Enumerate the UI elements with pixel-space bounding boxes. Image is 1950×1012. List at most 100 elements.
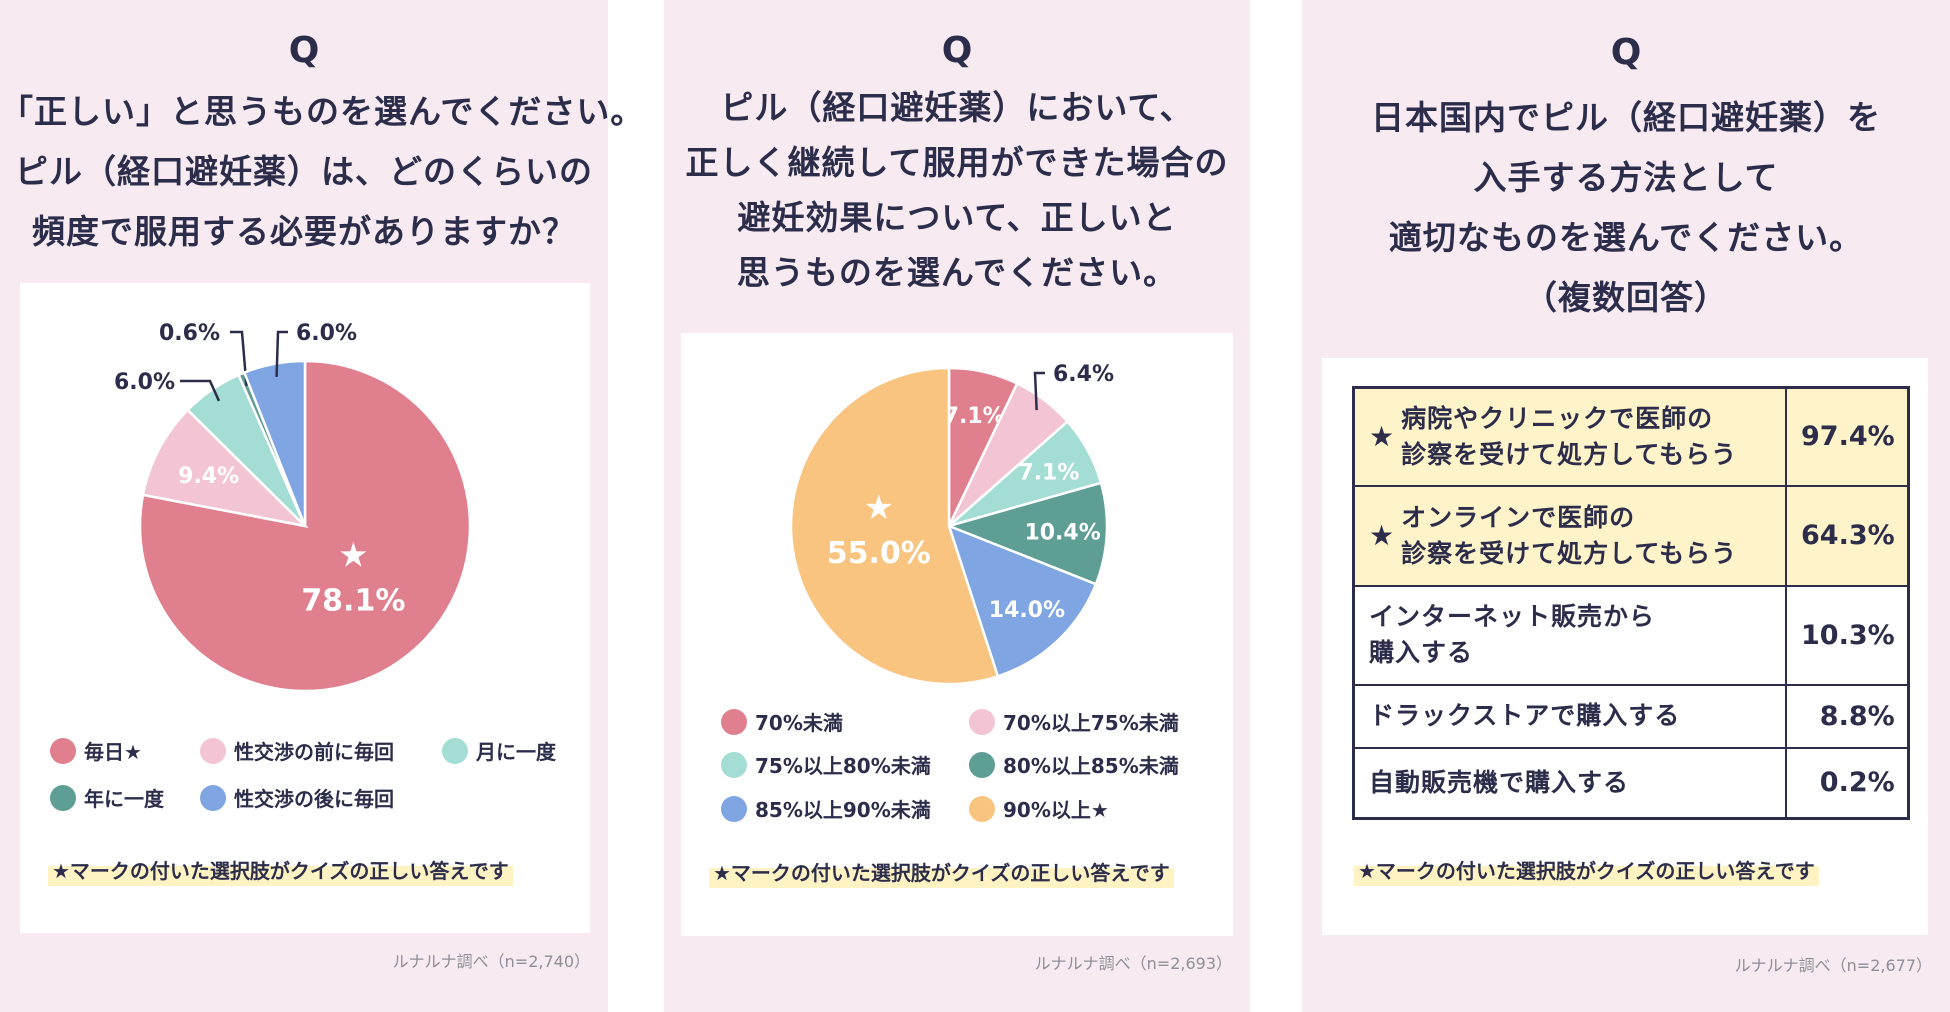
option-cell: ★ オンラインで医師の診察を受けて処方してもらう: [1352, 484, 1787, 587]
source-note: ルナルナ調べ（n=2,693）: [1034, 954, 1232, 973]
legend-swatch: [50, 784, 76, 811]
legend-item: 80%以上85%未満: [969, 750, 1179, 779]
pie-chart-effectiveness: 7.1% 6.4% 7.1% 10.4% 14.0% ★ 55.0%: [789, 362, 1114, 686]
legend-item: 85%以上90%未満: [721, 794, 931, 823]
percentage-cell: 8.8%: [1784, 683, 1910, 749]
slice-label: 55.0%: [827, 536, 931, 571]
table-row: ★ 病院やクリニックで医師の 診察を受けて処方してもらう 97.4%: [1352, 386, 1910, 487]
legend-label: 70%未満: [755, 711, 843, 735]
option-label: オンラインで医師の: [1401, 502, 1636, 532]
question-line: 「正しい」と思うものを選んでください。: [0, 92, 645, 131]
legend-swatch: [969, 795, 995, 822]
legend-label: 75%以上80%未満: [755, 754, 931, 778]
percentage-cell: 0.2%: [1784, 746, 1910, 820]
answer-note: ★マークの付いた選択肢がクイズの正しい答えです: [1354, 853, 1819, 886]
legend-item: 年に一度: [50, 783, 164, 812]
answer-note-text: ★マークの付いた選択肢がクイズの正しい答えです: [1354, 853, 1819, 886]
slice-label: 14.0%: [989, 598, 1065, 623]
legend-item: 70%以上75%未満: [969, 707, 1179, 736]
correct-star-icon: ★: [1369, 518, 1396, 552]
answer-note-text: ★マークの付いた選択肢がクイズの正しい答えです: [709, 855, 1174, 888]
legend-swatch: [442, 737, 468, 764]
chart-card: ★ 病院やクリニックで医師の 診察を受けて処方してもらう 97.4% ★ オンラインで医師…: [1322, 358, 1928, 935]
question-line: 適切なものを選んでください。: [1388, 218, 1864, 257]
legend-label: 80%以上85%未満: [1003, 754, 1179, 778]
legend-swatch: [200, 737, 226, 764]
source-note: ルナルナ調べ（n=2,740）: [392, 952, 590, 971]
legend-label: 月に一度: [476, 740, 556, 764]
question-mark: Q: [1610, 32, 1642, 73]
question-line: ピル（経口避妊薬）は、どのくらいの: [15, 152, 593, 191]
slice-label: 7.1%: [1018, 461, 1079, 486]
legend-label: 毎日★: [84, 740, 142, 764]
option-label: 自動販売機で購入する: [1369, 767, 1630, 797]
table-row: インターネット販売から 購入する 10.3%: [1352, 584, 1910, 686]
option-label: 診察を受けて処方してもらう: [1401, 538, 1738, 568]
slice-label: 9.4%: [178, 464, 239, 489]
option-label: 購入する: [1369, 638, 1474, 667]
quiz-panel-frequency: Q 「正しい」と思うものを選んでください。 ピル（経口避妊薬）は、どのくらいの …: [0, 0, 645, 1012]
option-label: インターネット販売から: [1369, 602, 1656, 631]
legend-item: 75%以上80%未満: [721, 750, 931, 779]
pie-slice-2: [141, 408, 309, 529]
legend-swatch: [721, 795, 747, 822]
pie-slice-4: [945, 481, 1109, 586]
pie-slice-5: [242, 359, 307, 527]
question-line: ピル（経口避妊薬）において、: [720, 88, 1194, 127]
legend-item: 90%以上★: [969, 794, 1109, 823]
chart-card: ★ 78.1% 9.4% 6.0% 0.6% 6.0% 毎日★ 性交渉の前に毎回 月に一度…: [20, 283, 590, 933]
question-line: 日本国内でピル（経口避妊薬）を: [1371, 98, 1881, 137]
option-label: ドラックストアで購入する: [1369, 701, 1681, 730]
source-note: ルナルナ調べ（n=2,677）: [1734, 956, 1932, 975]
option-label: 診察を受けて処方してもらう: [1401, 439, 1738, 469]
legend-label: 90%以上★: [1003, 798, 1109, 822]
table-row: ドラックストアで購入する 8.8%: [1352, 683, 1910, 749]
pie-chart-frequency: ★ 78.1% 9.4% 6.0% 0.6% 6.0%: [114, 321, 472, 693]
option-cell: インターネット販売から 購入する: [1352, 584, 1787, 686]
legend-swatch: [969, 708, 995, 735]
question-mark: Q: [941, 30, 973, 71]
legend-swatch: [969, 751, 995, 778]
slice-label: 6.0%: [296, 321, 357, 346]
option-label: 病院やクリニックで医師の: [1401, 403, 1714, 433]
legend-label: 年に一度: [84, 787, 164, 811]
question-mark: Q: [288, 30, 320, 71]
pie-slice-1: [138, 359, 472, 693]
option-cell: ★ 病院やクリニックで医師の 診察を受けて処方してもらう: [1352, 386, 1787, 487]
legend-item: 性交渉の前に毎回: [200, 736, 394, 765]
slice-label: 0.6%: [159, 321, 220, 346]
question-line: 避妊効果について、正しいと: [737, 198, 1177, 237]
leader-line: [230, 330, 248, 387]
legend-swatch: [721, 708, 747, 735]
table-row: ★ オンラインで医師の 診察を受けて処方してもらう 64.3%: [1352, 484, 1910, 587]
legend-item: 毎日★: [50, 736, 142, 765]
question-line: 入手する方法として: [1473, 158, 1779, 197]
chart-card: 7.1% 6.4% 7.1% 10.4% 14.0% ★ 55.0% 70%未満 70%以上…: [681, 333, 1233, 936]
slice-label: 6.4%: [1053, 362, 1114, 387]
correct-star-icon: ★: [864, 488, 894, 528]
legend-label: 性交渉の後に毎回: [234, 787, 394, 811]
legend-swatch: [200, 784, 226, 811]
correct-star-icon: ★: [1369, 419, 1396, 453]
slice-label: 10.4%: [1024, 521, 1100, 546]
percentage-cell: 97.4%: [1784, 386, 1910, 487]
quiz-panel-effectiveness: Q ピル（経口避妊薬）において、 正しく継続して服用ができた場合の 避妊効果につ…: [664, 0, 1250, 1012]
legend-label: 85%以上90%未満: [755, 798, 931, 822]
percentage-cell: 10.3%: [1784, 584, 1910, 686]
legend-item: 月に一度: [442, 736, 556, 765]
legend-swatch: [721, 751, 747, 778]
legend-label: 70%以上75%未満: [1003, 711, 1179, 735]
pie-slice-6: [789, 366, 1000, 686]
question-line: 正しく継続して服用ができた場合の: [685, 143, 1229, 182]
legend-swatch: [50, 737, 76, 764]
legend-label: 性交渉の前に毎回: [234, 740, 394, 764]
answer-note: ★マークの付いた選択肢がクイズの正しい答えです: [48, 853, 513, 886]
legend-item: 70%未満: [721, 707, 843, 736]
answer-note-text: ★マークの付いた選択肢がクイズの正しい答えです: [48, 853, 513, 886]
question-line: 頻度で服用する必要がありますか？: [32, 212, 576, 251]
slice-label: 78.1%: [301, 584, 405, 619]
legend-item: 性交渉の後に毎回: [200, 783, 394, 812]
slice-label: 7.1%: [944, 404, 1005, 429]
question-line: （複数回答）: [1524, 278, 1728, 317]
answer-table: ★ 病院やクリニックで医師の 診察を受けて処方してもらう 97.4% ★ オンラインで医師…: [1352, 386, 1910, 820]
